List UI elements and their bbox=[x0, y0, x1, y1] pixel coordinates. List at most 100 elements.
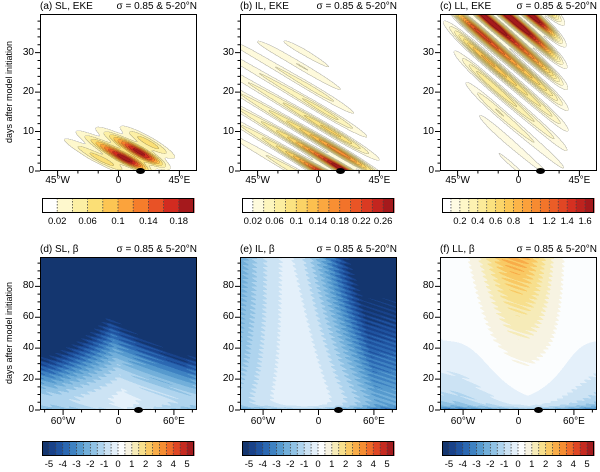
colorbar-tick-label: -1 bbox=[299, 459, 309, 470]
colorbar-tick-label: -1 bbox=[99, 459, 109, 470]
y-tick-label: 80 bbox=[222, 280, 234, 292]
panel-b-colorbar-canvas bbox=[239, 195, 397, 216]
panel-d-colorbar-canvas bbox=[39, 438, 197, 459]
y-tick-label: 60 bbox=[222, 311, 234, 323]
y-tick-label: 80 bbox=[22, 280, 34, 292]
panel-e-colorbar-canvas bbox=[239, 438, 397, 459]
colorbar-tick-label: 0 bbox=[115, 459, 121, 470]
x-tick-label: 45°E bbox=[568, 175, 591, 186]
colorbar-tick-label: 0.22 bbox=[352, 216, 371, 227]
colorbar-tick-label: 0.18 bbox=[330, 216, 349, 227]
y-tick-label: 10 bbox=[22, 125, 34, 137]
x-tick-label: 60°E bbox=[163, 416, 185, 427]
x-tick-label: 0 bbox=[115, 175, 122, 186]
x-tick-label: 0 bbox=[115, 416, 122, 427]
colorbar-tick-label: 1 bbox=[129, 459, 135, 470]
y-tick-label: 0 bbox=[28, 404, 34, 415]
y-tick-label: 0 bbox=[228, 404, 234, 415]
y-tick-label: 20 bbox=[222, 86, 234, 98]
colorbar-tick-label: 0 bbox=[515, 459, 521, 470]
colorbar-tick-label: -1 bbox=[499, 459, 509, 470]
colorbar-tick-label: 0.4 bbox=[471, 216, 485, 227]
y-tick-label: 0 bbox=[428, 165, 434, 176]
colorbar-tick-label: 0 bbox=[315, 459, 321, 470]
initiation-point-marker bbox=[135, 168, 145, 174]
y-tick-label: 0 bbox=[28, 165, 34, 176]
colorbar-tick-label: 5 bbox=[584, 459, 590, 470]
y-tick-label: 20 bbox=[422, 86, 434, 98]
colorbar-tick-label: 0.06 bbox=[78, 216, 97, 227]
panel-f-contour-canvas bbox=[432, 249, 600, 418]
initiation-point-marker bbox=[535, 168, 545, 174]
y-tick-label: 30 bbox=[222, 46, 234, 58]
colorbar-tick-label: 2 bbox=[542, 459, 549, 470]
colorbar-tick-label: 0.6 bbox=[489, 216, 503, 227]
panel-b-contour-canvas bbox=[232, 6, 405, 179]
x-tick-label: 0 bbox=[515, 175, 522, 186]
x-tick-label: 45°W bbox=[245, 175, 270, 186]
colorbar-tick-label: 2 bbox=[142, 459, 149, 470]
colorbar-tick-label: -5 bbox=[244, 459, 254, 470]
colorbar-tick-label: -2 bbox=[286, 459, 295, 470]
colorbar-tick-label: 3 bbox=[556, 459, 563, 470]
colorbar-tick-label: 3 bbox=[156, 459, 163, 470]
y-tick-label: 80 bbox=[422, 280, 434, 292]
x-tick-label: 0 bbox=[315, 416, 322, 427]
panel-a-colorbar-canvas bbox=[39, 195, 197, 216]
colorbar-tick-label: 0.14 bbox=[308, 216, 328, 227]
colorbar-tick-label: 0.02 bbox=[47, 216, 67, 227]
colorbar-tick-label: 4 bbox=[570, 459, 576, 470]
colorbar-tick-label: -5 bbox=[444, 459, 454, 470]
colorbar-tick-label: -4 bbox=[258, 459, 267, 470]
x-tick-label: 60°W bbox=[250, 416, 276, 427]
colorbar-tick-label: 1 bbox=[528, 216, 535, 227]
y-tick-label: 10 bbox=[222, 125, 234, 137]
initiation-point-marker bbox=[534, 407, 544, 413]
y-tick-label: 30 bbox=[422, 46, 434, 58]
colorbar-tick-label: 1 bbox=[529, 459, 535, 470]
y-tick-label: 60 bbox=[22, 311, 34, 323]
panel-d-contour-canvas bbox=[32, 249, 205, 418]
x-tick-label: 45°E bbox=[368, 175, 391, 186]
x-tick-label: 60°E bbox=[563, 416, 585, 427]
y-tick-label: 20 bbox=[422, 373, 434, 385]
colorbar-tick-label: -4 bbox=[58, 459, 67, 470]
colorbar-tick-label: 2 bbox=[342, 459, 349, 470]
colorbar-tick-label: 1.4 bbox=[560, 216, 574, 227]
colorbar-tick-label: 0.14 bbox=[139, 216, 158, 227]
y-tick-label: 20 bbox=[22, 86, 34, 98]
colorbar-tick-label: 4 bbox=[370, 459, 376, 470]
colorbar-tick-label: 0.1 bbox=[111, 216, 125, 227]
colorbar-tick-label: 0.8 bbox=[506, 216, 521, 227]
y-tick-label: 0 bbox=[428, 404, 434, 415]
colorbar-tick-label: -3 bbox=[72, 459, 81, 470]
y-tick-label: 40 bbox=[22, 342, 34, 354]
colorbar-tick-label: 0.26 bbox=[373, 216, 393, 227]
colorbar-tick-label: 5 bbox=[184, 459, 190, 470]
colorbar-tick-label: 1.6 bbox=[578, 216, 592, 227]
colorbar-tick-label: 1 bbox=[329, 459, 335, 470]
initiation-point-marker bbox=[335, 168, 345, 174]
x-tick-label: 45°E bbox=[168, 175, 191, 186]
panel-e-contour-canvas bbox=[232, 249, 405, 418]
y-tick-label: 20 bbox=[222, 373, 234, 385]
initiation-point-marker bbox=[134, 407, 144, 413]
y-tick-label: 60 bbox=[422, 311, 434, 323]
colorbar-tick-label: 5 bbox=[384, 459, 390, 470]
colorbar-tick-label: 4 bbox=[170, 459, 176, 470]
initiation-point-marker bbox=[334, 407, 344, 413]
panel-c-contour-canvas bbox=[432, 6, 600, 179]
x-tick-label: 60°W bbox=[450, 416, 476, 427]
colorbar-tick-label: 0.2 bbox=[453, 216, 467, 227]
colorbar-tick-label: 0.06 bbox=[265, 216, 284, 227]
colorbar-tick-label: -2 bbox=[86, 459, 95, 470]
y-tick-label: 30 bbox=[22, 46, 34, 58]
x-tick-label: 45°W bbox=[445, 175, 470, 186]
y-tick-label: 40 bbox=[222, 342, 234, 354]
y-tick-label: 10 bbox=[422, 125, 434, 137]
x-tick-label: 60°E bbox=[363, 416, 385, 427]
x-tick-label: 0 bbox=[315, 175, 322, 186]
x-tick-label: 0 bbox=[515, 416, 522, 427]
colorbar-tick-label: -3 bbox=[472, 459, 481, 470]
